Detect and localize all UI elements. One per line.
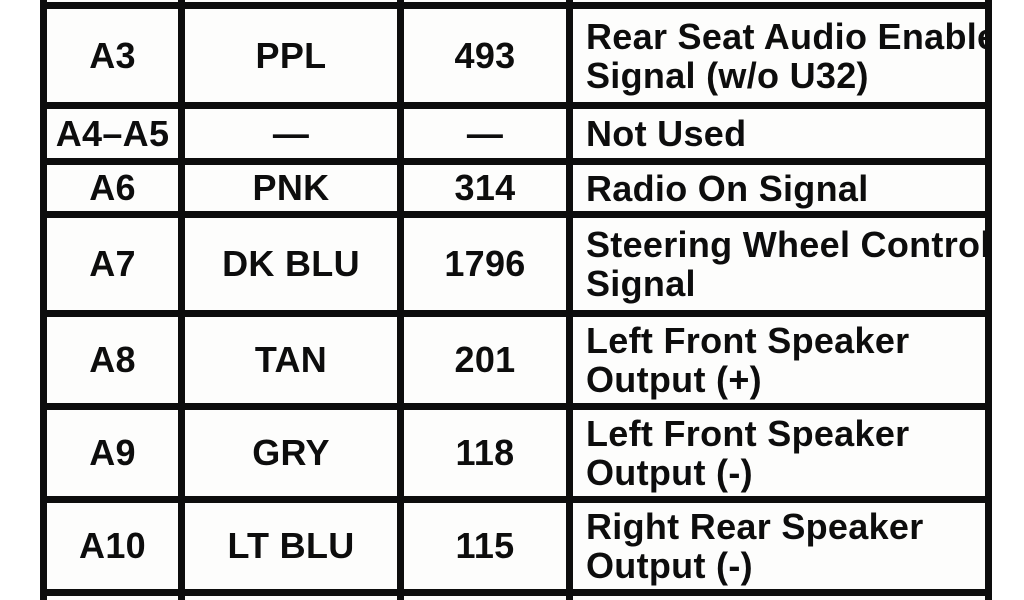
- circuit-cell: 115: [404, 503, 566, 589]
- function-line: Not Used: [586, 113, 747, 154]
- pin-cell: A8: [47, 317, 178, 403]
- circuit-number: 314: [454, 167, 516, 208]
- wire-color-cell: —: [185, 109, 397, 158]
- wire-color-label: GRY: [252, 432, 330, 473]
- function-line: Signal (w/o U32): [586, 54, 869, 96]
- function-line: Left Front Speaker: [586, 413, 910, 454]
- connector-pinout-table: A3 PPL 493 Rear Seat Audio Enable Signal…: [40, 0, 992, 600]
- function-line: Output (+): [586, 359, 762, 400]
- wire-color-label: TAN: [254, 339, 328, 380]
- wire-color-label: PPL: [255, 34, 327, 76]
- wire-color-label: PNK: [252, 167, 330, 208]
- wire-color-cell: PNK: [185, 165, 397, 211]
- function-line: Signal: [586, 263, 696, 304]
- pin-cell: A4–A5: [47, 109, 178, 158]
- pin-label: A10: [79, 525, 146, 566]
- function-line: Output (-): [586, 545, 753, 586]
- circuit-number: —: [466, 112, 504, 154]
- function-cell: Not Used: [573, 109, 985, 158]
- function-cell: Rear Seat Audio Enable Signal (w/o U32): [573, 9, 985, 102]
- partial-row-top: [47, 0, 985, 2]
- pin-cell: [47, 596, 178, 600]
- circuit-cell: 118: [404, 410, 566, 496]
- pin-cell: A9: [47, 410, 178, 496]
- pin-label: A6: [89, 167, 136, 208]
- wire-color-label: LT BLU: [227, 525, 355, 566]
- pin-label: A8: [89, 339, 136, 380]
- circuit-cell: 1796: [404, 218, 566, 310]
- function-line: Steering Wheel Controls: [586, 224, 985, 265]
- circuit-cell: —: [404, 109, 566, 158]
- circuit-number: 115: [455, 525, 515, 566]
- function-line: Radio On Signal: [586, 167, 869, 209]
- circuit-cell: [404, 0, 566, 2]
- pin-label: A9: [89, 432, 136, 473]
- pin-cell: [47, 0, 178, 2]
- table-row: A7 DK BLU 1796 Steering Wheel Controls S…: [47, 218, 985, 310]
- table-row: A4–A5 — — Not Used: [47, 109, 985, 158]
- function-cell: Right Rear Speaker Output (-): [573, 503, 985, 589]
- partial-row-bottom: [47, 596, 985, 600]
- table-row: A3 PPL 493 Rear Seat Audio Enable Signal…: [47, 9, 985, 102]
- function-cell: Radio On Signal: [573, 165, 985, 211]
- circuit-cell: 201: [404, 317, 566, 403]
- pin-cell: A7: [47, 218, 178, 310]
- pin-cell: A3: [47, 9, 178, 102]
- pin-label: A7: [89, 243, 136, 284]
- wire-color-cell: LT BLU: [185, 503, 397, 589]
- function-cell: [573, 596, 985, 600]
- function-line: Left Front Speaker: [586, 320, 910, 361]
- pin-cell: A6: [47, 165, 178, 211]
- table-row: A10 LT BLU 115 Right Rear Speaker Output…: [47, 503, 985, 589]
- function-cell: Left Front Speaker Output (-): [573, 410, 985, 496]
- circuit-cell: [404, 596, 566, 600]
- pin-label: A3: [89, 34, 136, 76]
- circuit-number: 1796: [444, 243, 526, 284]
- function-cell: [573, 0, 985, 2]
- circuit-cell: 314: [404, 165, 566, 211]
- table-row: A6 PNK 314 Radio On Signal: [47, 165, 985, 211]
- wire-color-label: —: [272, 112, 310, 154]
- function-line: Output (-): [586, 452, 753, 493]
- function-line: Rear Seat Audio Enable: [586, 15, 985, 57]
- wire-color-cell: DK BLU: [185, 218, 397, 310]
- circuit-cell: 493: [404, 9, 566, 102]
- function-line: Right Rear Speaker: [586, 506, 924, 547]
- wire-color-cell: GRY: [185, 410, 397, 496]
- function-cell: Left Front Speaker Output (+): [573, 317, 985, 403]
- pin-cell: A10: [47, 503, 178, 589]
- pin-label: A4–A5: [55, 112, 170, 154]
- table-row: A8 TAN 201 Left Front Speaker Output (+): [47, 317, 985, 403]
- wire-color-cell: TAN: [185, 317, 397, 403]
- circuit-number: 201: [454, 339, 516, 380]
- wire-color-label: DK BLU: [222, 243, 360, 284]
- circuit-number: 493: [454, 34, 516, 76]
- wire-color-cell: [185, 0, 397, 2]
- table-row: A9 GRY 118 Left Front Speaker Output (-): [47, 410, 985, 496]
- wire-color-cell: PPL: [185, 9, 397, 102]
- circuit-number: 118: [455, 432, 515, 473]
- wire-color-cell: [185, 596, 397, 600]
- function-cell: Steering Wheel Controls Signal: [573, 218, 985, 310]
